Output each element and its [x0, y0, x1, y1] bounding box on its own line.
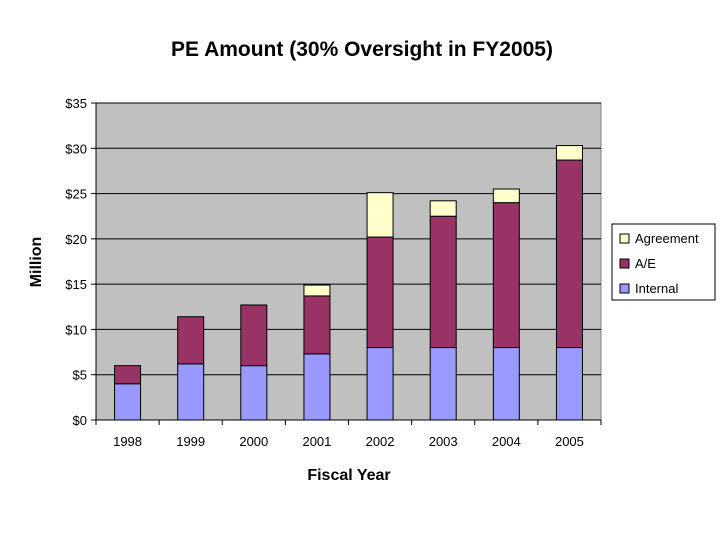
legend-label-a-e: A/E	[635, 256, 656, 271]
bar-a-e-2000	[240, 304, 268, 367]
bar-a-e-2004	[492, 202, 520, 349]
bar-a-e-2001	[303, 295, 331, 355]
plot-area	[95, 102, 602, 421]
bar-a-e-1999	[177, 316, 205, 365]
bar-agreement-2005	[555, 145, 583, 161]
x-tick-label: 1999	[176, 434, 205, 449]
y-axis-label: Million	[28, 237, 45, 288]
legend-swatch-a-e	[619, 258, 630, 269]
y-tick-label: $0	[73, 413, 87, 428]
y-tick-label: $30	[65, 141, 87, 156]
legend-label-internal: Internal	[635, 281, 678, 296]
legend: Agreement A/E Internal	[611, 223, 716, 301]
y-ticks: $0 $5 $10 $15 $20 $25 $30 $35	[65, 96, 96, 428]
x-tick-label: 2004	[492, 434, 521, 449]
bar-internal-2004	[492, 347, 520, 421]
bar-a-e-1998	[114, 365, 142, 385]
bar-a-e-2003	[429, 215, 457, 349]
bar-internal-2000	[240, 365, 268, 421]
legend-swatch-agreement	[619, 233, 630, 244]
y-tick-label: $35	[65, 96, 87, 111]
bar-agreement-2003	[429, 200, 457, 217]
bar-internal-1998	[114, 383, 142, 421]
legend-label-agreement: Agreement	[635, 231, 699, 246]
y-tick-label: $15	[65, 277, 87, 292]
bars	[114, 145, 583, 421]
chart-title: PE Amount (30% Oversight in FY2005)	[171, 38, 553, 61]
x-tick-label: 2003	[429, 434, 458, 449]
bar-agreement-2002	[366, 192, 394, 238]
y-tick-label: $25	[65, 187, 87, 202]
bar-internal-2005	[555, 347, 583, 421]
bar-internal-1999	[177, 363, 205, 421]
x-axis-label: Fiscal Year	[307, 467, 390, 484]
bar-a-e-2002	[366, 236, 394, 349]
y-tick-label: $20	[65, 232, 87, 247]
x-tick-label: 2000	[239, 434, 268, 449]
x-tick-label: 1998	[113, 434, 142, 449]
bar-agreement-2004	[492, 188, 520, 204]
bar-agreement-2001	[303, 284, 331, 297]
y-tick-label: $5	[73, 368, 87, 383]
x-tick-label: 2001	[302, 434, 331, 449]
bar-internal-2001	[303, 353, 331, 421]
bar-internal-2003	[429, 347, 457, 421]
x-tick-label: 2005	[555, 434, 584, 449]
bar-internal-2002	[366, 347, 394, 421]
x-ticks: 1998 1999 2000 2001 2002 2003 2004 2005	[95, 420, 602, 449]
bar-a-e-2005	[555, 159, 583, 349]
y-tick-label: $10	[65, 322, 87, 337]
x-tick-label: 2002	[366, 434, 395, 449]
legend-swatch-internal	[619, 283, 630, 294]
